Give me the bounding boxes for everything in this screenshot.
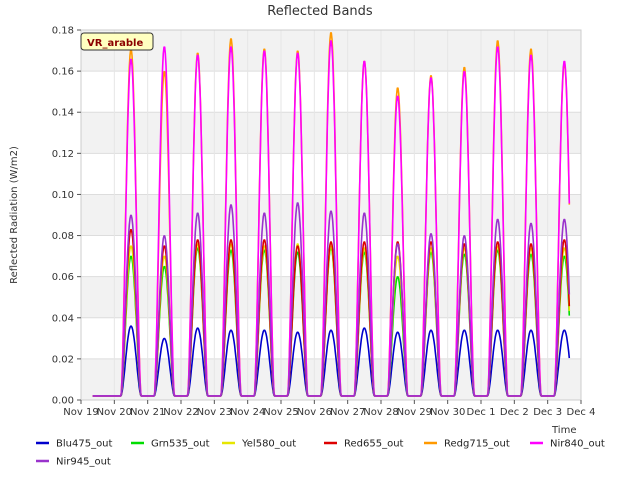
series-line-nir945-out <box>92 202 571 397</box>
y-axis-label: Reflected Radiation (W/m2) <box>9 146 20 284</box>
legend-item: Red655_out <box>324 439 404 450</box>
legend: Blu475_out Grn535_out Yel580_out Red655_out… <box>36 439 605 468</box>
series-line-blu475-out <box>92 325 571 397</box>
x-tick-label: Nov 22 <box>163 407 198 418</box>
legend-item: Nir945_out <box>36 457 111 468</box>
site-badge: VR_arable <box>80 32 154 51</box>
legend-item: Redg715_out <box>424 439 510 450</box>
legend-label: Grn535_out <box>151 439 210 450</box>
legend-label: Blu475_out <box>56 439 113 450</box>
y-tick-label: 0.04 <box>52 313 74 324</box>
y-tick-label: 0.02 <box>52 354 74 365</box>
x-axis-label: Time <box>551 425 576 436</box>
legend-item: Yel580_out <box>222 439 296 450</box>
x-tick-label: Dec 4 <box>567 407 596 418</box>
x-tick-label: Nov 29 <box>397 407 432 418</box>
grid-band <box>81 112 581 154</box>
chart-title: Reflected Bands <box>267 4 373 19</box>
x-tick-label: Nov 24 <box>230 407 265 418</box>
x-tick-label: Nov 23 <box>197 407 232 418</box>
legend-label: Nir840_out <box>550 439 605 450</box>
y-axis-ticks: 0.00 0.02 0.04 0.06 0.08 0.10 0.12 0.14 0.16 0.18 <box>52 26 81 407</box>
x-tick-label: Nov 25 <box>263 407 298 418</box>
y-tick-label: 0.12 <box>52 149 74 160</box>
site-badge-label: VR_arable <box>87 38 143 49</box>
y-tick-label: 0.00 <box>52 396 74 407</box>
legend-label: Redg715_out <box>444 439 510 450</box>
legend-item: Grn535_out <box>131 439 210 450</box>
x-tick-label: Nov 27 <box>330 407 365 418</box>
x-tick-label: Nov 19 <box>63 407 98 418</box>
x-tick-label: Nov 26 <box>297 407 332 418</box>
legend-label: Yel580_out <box>241 439 296 450</box>
x-tick-label: Nov 28 <box>363 407 398 418</box>
y-tick-label: 0.10 <box>52 190 74 201</box>
grid-band <box>81 276 581 318</box>
x-tick-label: Dec 2 <box>500 407 529 418</box>
y-tick-label: 0.16 <box>52 67 74 78</box>
legend-item: Nir840_out <box>530 439 605 450</box>
x-tick-label: Nov 30 <box>430 407 465 418</box>
plot-frame <box>80 29 582 401</box>
x-tick-label: Nov 21 <box>130 407 165 418</box>
y-tick-label: 0.08 <box>52 231 74 242</box>
series-line-nir840-out <box>92 40 571 397</box>
x-tick-label: Dec 1 <box>467 407 496 418</box>
grid-band <box>81 358 581 400</box>
y-tick-label: 0.18 <box>52 26 74 37</box>
x-tick-label: Nov 20 <box>97 407 132 418</box>
y-tick-label: 0.14 <box>52 108 74 119</box>
x-tick-label: Dec 3 <box>533 407 562 418</box>
legend-label: Nir945_out <box>56 457 111 468</box>
legend-label: Red655_out <box>344 439 404 450</box>
grid-band <box>81 194 581 236</box>
site-badge-box <box>80 32 154 51</box>
legend-item: Blu475_out <box>36 439 113 450</box>
y-tick-label: 0.06 <box>52 272 74 283</box>
series-lines <box>92 32 571 397</box>
